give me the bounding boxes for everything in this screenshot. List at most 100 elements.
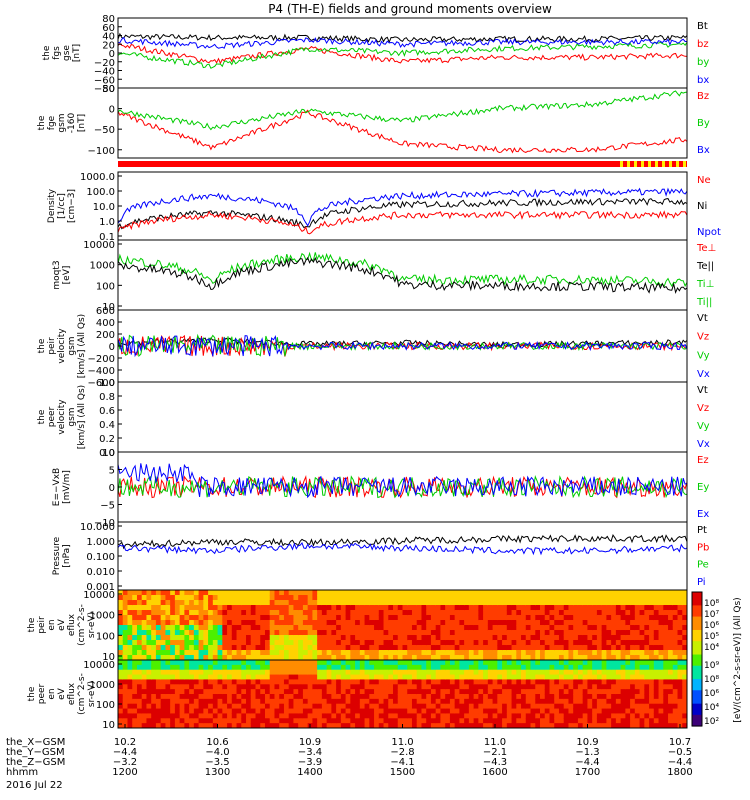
ephemeris-value: 1200 — [112, 767, 137, 778]
y-axis-label: eflux — [67, 613, 77, 636]
ephemeris-value: −1.3 — [575, 747, 599, 758]
series-line-Ti|| — [118, 251, 687, 288]
y-tick-label: 100 — [96, 700, 115, 711]
velocity-trace — [118, 334, 687, 358]
panel-bgsm: 50 0 −50 −100 the fge gsm -160 [nT] Bz By Bx — [37, 84, 710, 159]
panel-frame — [117, 239, 688, 311]
ephemeris-value: −3.2 — [113, 757, 137, 768]
y-axis-label: gsm — [67, 407, 77, 426]
legend-entry: Ex — [697, 509, 709, 520]
ephemeris-value: −3.9 — [298, 757, 322, 768]
plot-area — [118, 463, 687, 499]
y-tick-label: 100 — [96, 281, 115, 292]
y-axis-label: the — [42, 45, 52, 60]
legend-entry: By — [697, 118, 710, 129]
y-axis-label: velocity — [57, 328, 67, 364]
panel-temp: 10000 1000 100 10 moqt3 [eV] Te⊥ Te|| Ti⊥ Ti|| — [52, 239, 716, 313]
ephemeris-value: −4.0 — [205, 747, 229, 758]
y-tick-label: 10 — [102, 302, 115, 313]
legend-entry: Pi — [697, 577, 706, 588]
plot-area — [118, 590, 687, 660]
plot-date: 2016 Jul 22 — [6, 780, 63, 791]
y-axis-label: moqt3 — [52, 260, 62, 289]
y-tick-label: 10 — [102, 652, 115, 663]
y-tick-label: 10000 — [83, 590, 115, 601]
y-tick-label: 0.8 — [99, 392, 115, 403]
legend-entry: by — [697, 57, 709, 68]
y-tick-label: 1000 — [90, 261, 115, 272]
y-axis-label: [km/s] (All Qs) — [77, 314, 87, 378]
y-tick-label: 1.000 — [86, 537, 115, 548]
ephemeris-value: 10.7 — [669, 737, 691, 748]
y-axis-label: [km/s] (All Qs) — [77, 385, 87, 449]
ephemeris-value: −4.4 — [668, 757, 692, 768]
y-tick-label: −600 — [88, 378, 115, 389]
legend-entry: Te⊥ — [696, 243, 716, 254]
y-tick-label: 0 — [109, 105, 115, 116]
ephemeris-value: 10.9 — [576, 737, 598, 748]
panel-frame — [117, 521, 688, 591]
ephemeris-value: −4.4 — [113, 747, 137, 758]
plot-title: P4 (TH-E) fields and ground moments over… — [268, 2, 552, 16]
y-tick-label: 10000 — [83, 240, 115, 251]
x-axis-ephemeris: the_X−GSM 10.2 10.6 10.9 11.0 11.0 10.9 10.7 the… — [6, 724, 693, 791]
legend-entry: Ey — [697, 482, 709, 493]
y-axis-label: eV — [57, 618, 67, 631]
y-axis-label: peer — [37, 683, 47, 704]
legend-entry: Vy — [697, 350, 710, 361]
legend-entry: Ne — [697, 175, 711, 186]
y-axis-label: the — [37, 338, 47, 353]
legend-entry: Npot — [697, 227, 721, 238]
y-axis-label: E=−VxB — [52, 468, 62, 506]
y-tick-label: 0.4 — [99, 420, 115, 431]
y-axis-label: Pressure — [52, 536, 62, 575]
legend-entry: Pt — [697, 525, 707, 536]
y-tick-label: 100 — [96, 631, 115, 642]
y-axis-label: sr-eV) — [87, 681, 97, 707]
colorbar-tick-label: 10⁶ — [704, 689, 719, 699]
legend-entry: Te|| — [696, 261, 714, 272]
ephemeris-value: 11.0 — [391, 737, 413, 748]
y-tick-label: −200 — [88, 354, 115, 365]
ephemeris-value: −3.4 — [298, 747, 322, 758]
y-tick-label: 10.0 — [93, 202, 115, 213]
y-axis-label: peir — [47, 337, 57, 355]
y-axis-label: velocity — [57, 399, 67, 435]
y-tick-label: 10 — [102, 720, 115, 731]
y-axis-label: (cm^2-s- — [77, 604, 87, 646]
ephemeris-value: −0.5 — [668, 747, 692, 758]
efield-trace — [118, 463, 687, 499]
y-tick-label: 0.1 — [99, 232, 115, 243]
legend-entry: bz — [697, 39, 709, 50]
y-axis-label: Density — [47, 188, 57, 223]
legend-entry: Vz — [697, 403, 709, 414]
y-tick-label: 20 — [102, 40, 115, 51]
ephemeris-value: 1300 — [205, 767, 230, 778]
y-tick-label: 60 — [102, 23, 115, 34]
y-axis-label: gse — [62, 45, 72, 61]
y-tick-label: −10 — [94, 518, 115, 529]
series-line-by — [118, 41, 687, 69]
y-tick-label: −40 — [94, 67, 115, 78]
y-axis-label: -160 — [67, 113, 77, 134]
colorbar-tick-label: 10⁷ — [704, 610, 719, 620]
ephemeris-value: −4.4 — [575, 757, 599, 768]
legend-entry: Ti|| — [696, 297, 712, 308]
y-axis-label: the — [37, 409, 47, 424]
ephemeris-value: 1400 — [297, 767, 322, 778]
y-axis-label: eflux — [67, 682, 77, 705]
y-tick-label: 0.100 — [86, 552, 115, 563]
ephemeris-value: 10.9 — [299, 737, 321, 748]
y-axis-label: eV — [57, 687, 67, 700]
y-axis-label: the — [37, 115, 47, 130]
plot-area — [118, 533, 687, 556]
colorbar-tick-label: 10⁴ — [704, 643, 719, 653]
colorbar-label: [eV/(cm^2-s-sr-eV)] (All Qs) — [733, 597, 743, 722]
legend-entry: Vx — [697, 369, 710, 380]
y-tick-label: −100 — [88, 146, 115, 157]
y-tick-label: 400 — [96, 318, 115, 329]
y-axis-label: [cm−3] — [67, 189, 77, 223]
